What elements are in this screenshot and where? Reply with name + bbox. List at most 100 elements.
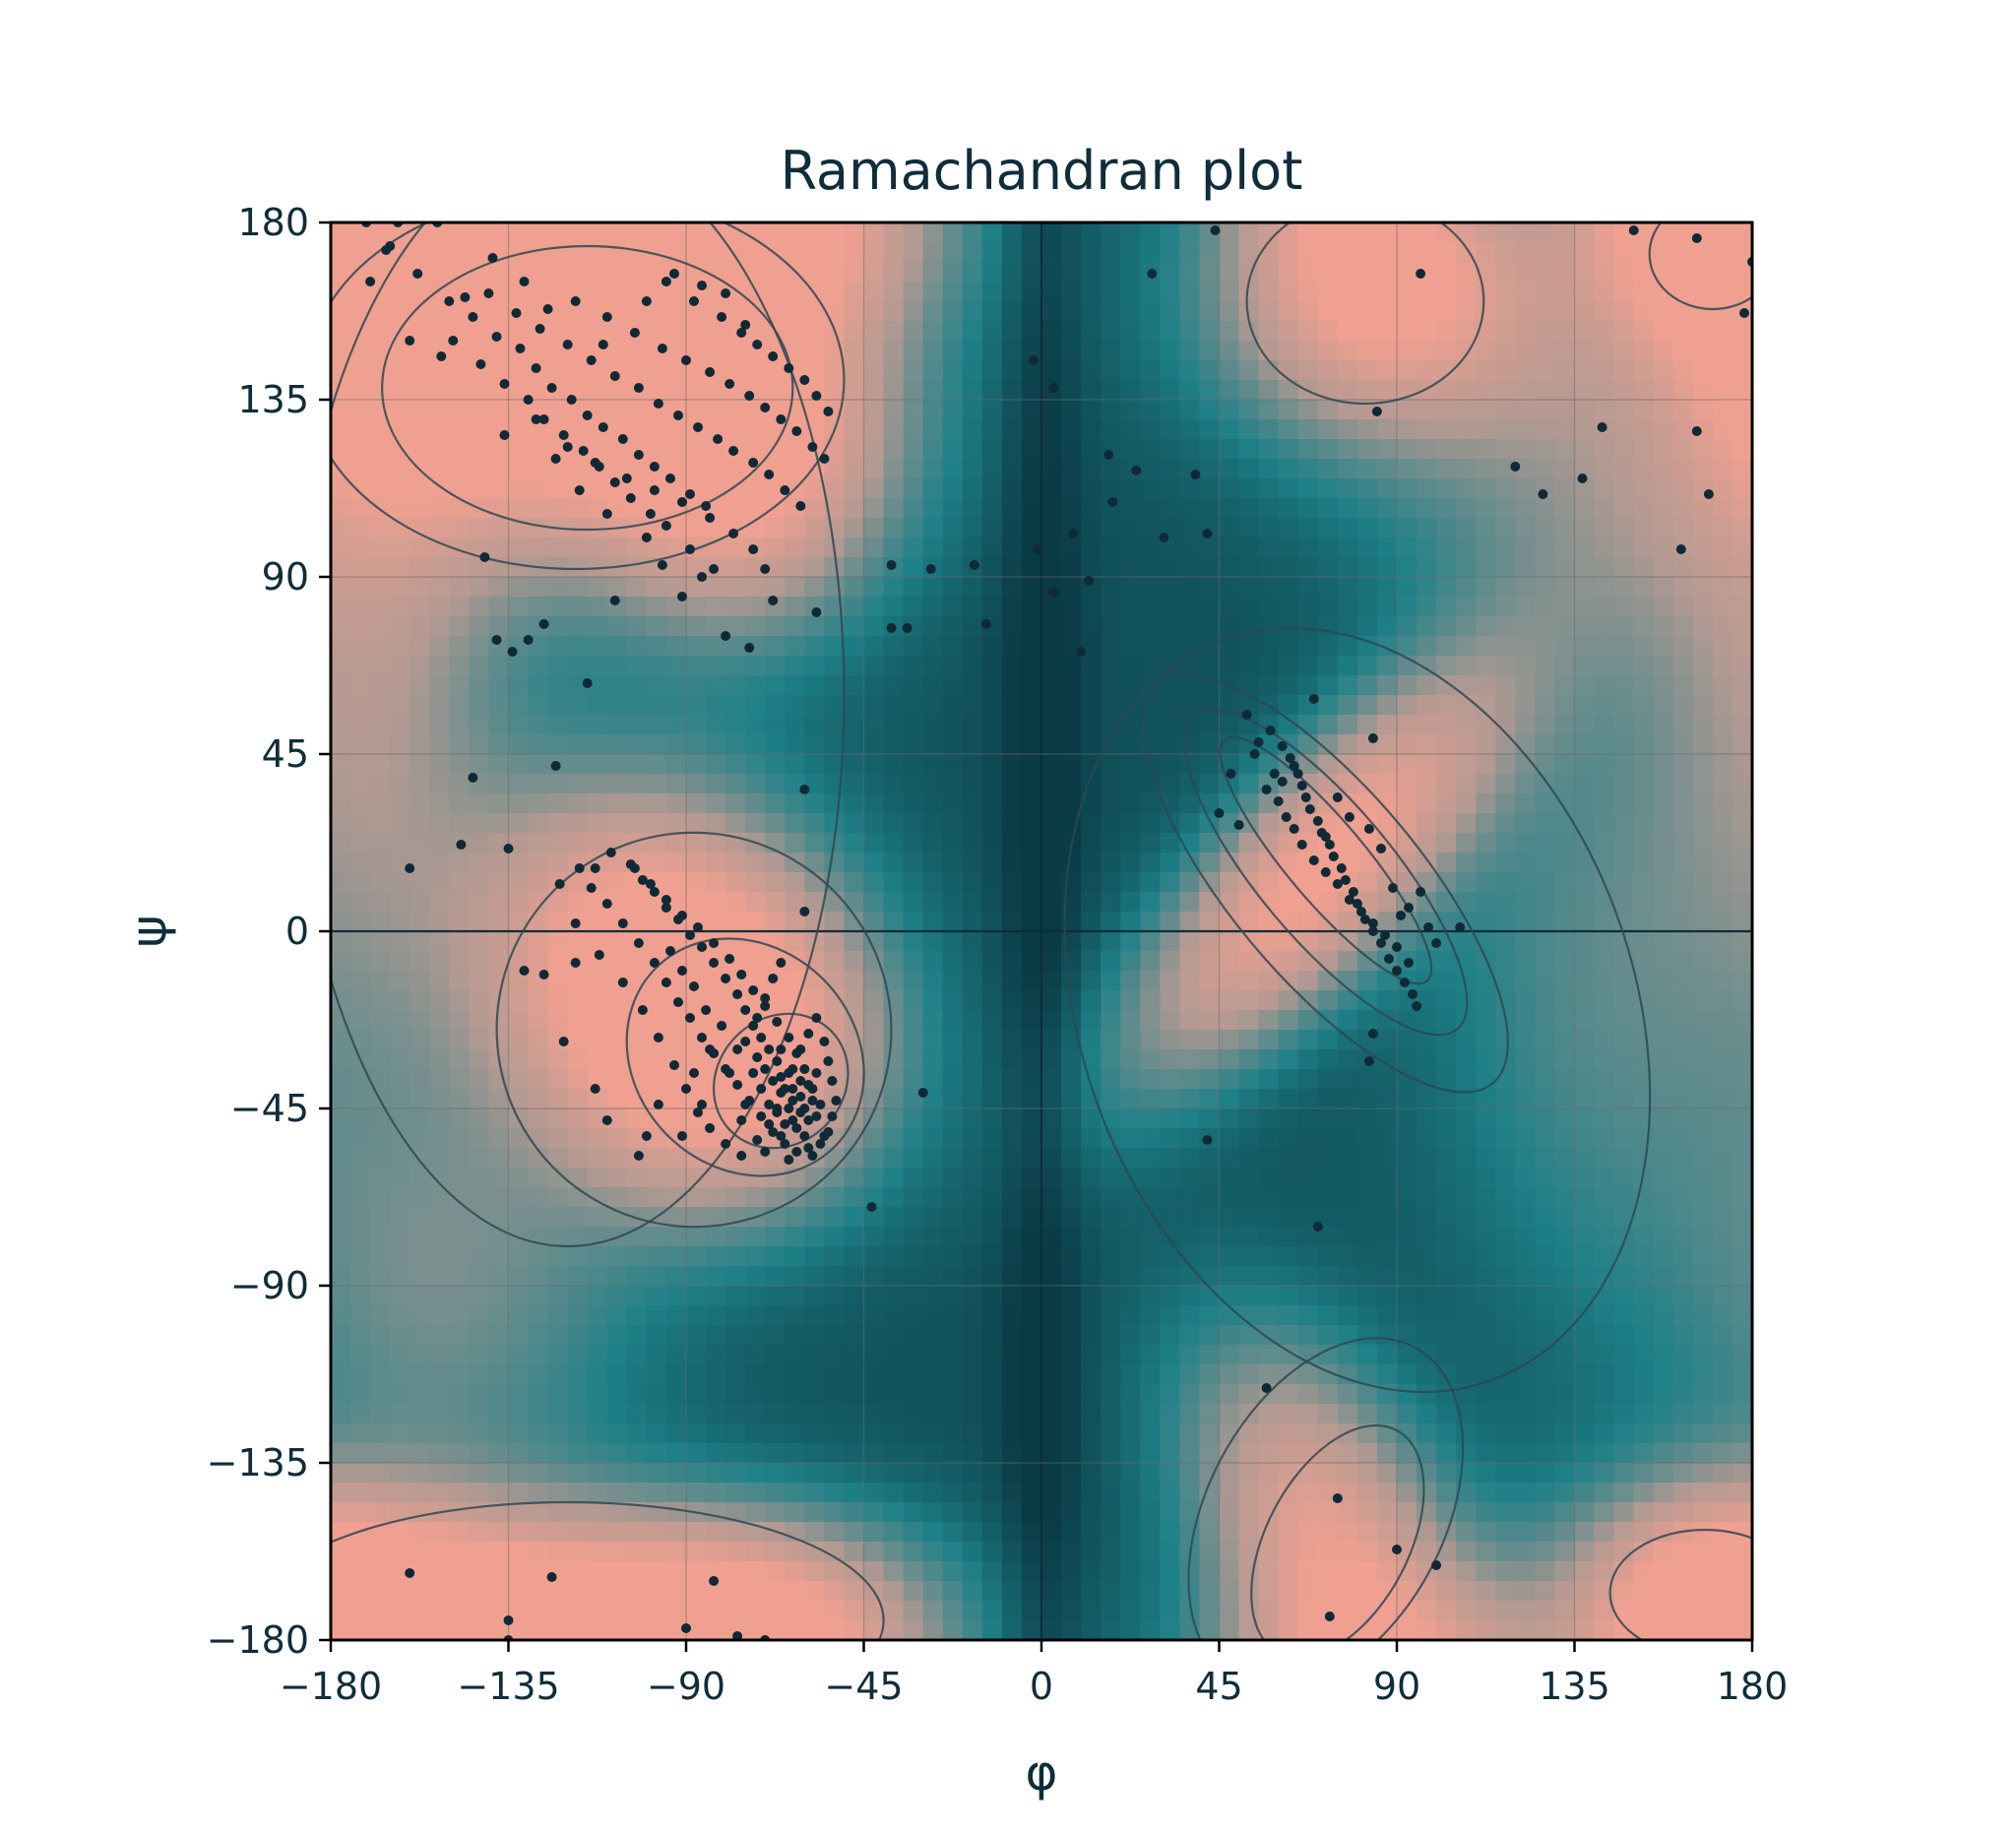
- heatmap-cell: [508, 872, 530, 893]
- heatmap-cell: [331, 656, 351, 676]
- heatmap-cell: [331, 1423, 351, 1444]
- heatmap-cell: [665, 380, 687, 401]
- heatmap-cell: [626, 1286, 648, 1306]
- heatmap-cell: [824, 675, 846, 696]
- heatmap-cell: [626, 1463, 648, 1484]
- heatmap-cell: [1554, 360, 1576, 381]
- heatmap-cell: [1001, 990, 1023, 1011]
- heatmap-cell: [1613, 242, 1635, 263]
- heatmap-cell: [488, 478, 510, 499]
- heatmap-cell: [1001, 774, 1023, 794]
- heatmap-cell: [1219, 1601, 1240, 1621]
- heatmap-cell: [390, 1089, 410, 1109]
- heatmap-cell: [765, 853, 786, 873]
- heatmap-cell: [844, 282, 865, 302]
- heatmap-cell: [528, 380, 549, 401]
- heatmap-cell: [606, 498, 628, 519]
- heatmap-cell: [883, 734, 905, 755]
- heatmap-cell: [1653, 360, 1674, 381]
- heatmap-cell: [1456, 793, 1477, 814]
- heatmap-cell: [745, 1620, 766, 1640]
- heatmap-cell: [390, 419, 410, 440]
- heatmap-cell: [1120, 1207, 1141, 1228]
- heatmap-cell: [528, 813, 549, 834]
- heatmap-cell: [1120, 1089, 1141, 1109]
- heatmap-cell: [429, 242, 450, 263]
- heatmap-cell: [1672, 1030, 1694, 1050]
- heatmap-cell: [1692, 321, 1714, 342]
- heatmap-cell: [1574, 1246, 1596, 1267]
- heatmap-cell: [429, 931, 450, 952]
- heatmap-cell: [350, 1364, 371, 1385]
- heatmap-cell: [1101, 419, 1121, 440]
- heatmap-cell: [1456, 537, 1477, 558]
- heatmap-cell: [1317, 341, 1339, 361]
- heatmap-cell: [665, 1069, 687, 1090]
- heatmap-cell: [962, 656, 983, 676]
- heatmap-cell: [922, 1148, 944, 1169]
- heatmap-cell: [665, 1010, 687, 1031]
- heatmap-cell: [429, 597, 450, 617]
- heatmap-cell: [390, 1364, 410, 1385]
- heatmap-cell: [942, 1266, 964, 1287]
- heatmap-cell: [1436, 400, 1457, 420]
- heatmap-cell: [1297, 1266, 1319, 1287]
- heatmap-cell: [1613, 1601, 1635, 1621]
- heatmap-cell: [686, 439, 707, 460]
- heatmap-cell: [903, 872, 924, 893]
- heatmap-cell: [606, 675, 628, 696]
- heatmap-cell: [1297, 1601, 1319, 1621]
- heatmap-cell: [1140, 931, 1161, 952]
- heatmap-cell: [1179, 321, 1201, 342]
- heatmap-cell: [706, 774, 726, 794]
- heatmap-cell: [765, 675, 786, 696]
- heatmap-cell: [1140, 1266, 1161, 1287]
- heatmap-cell: [1397, 872, 1418, 893]
- heatmap-cell: [1179, 1089, 1201, 1109]
- heatmap-cell: [962, 400, 983, 420]
- heatmap-cell: [942, 616, 964, 637]
- heatmap-cell: [1160, 597, 1180, 617]
- heatmap-cell: [587, 222, 608, 243]
- heatmap-cell: [626, 1266, 648, 1287]
- heatmap-cell: [686, 1384, 707, 1405]
- heatmap-cell: [1081, 1187, 1102, 1208]
- heatmap-cell: [1061, 1187, 1082, 1208]
- heatmap-cell: [1672, 222, 1694, 243]
- heatmap-cell: [469, 872, 490, 893]
- heatmap-cell: [922, 262, 944, 283]
- heatmap-cell: [508, 459, 530, 479]
- heatmap-cell: [469, 1325, 490, 1346]
- heatmap-cell: [765, 912, 786, 932]
- heatmap-cell: [488, 1502, 510, 1523]
- heatmap-cell: [567, 1128, 589, 1149]
- heatmap-cell: [1633, 557, 1655, 578]
- heatmap-cell: [350, 419, 371, 440]
- heatmap-cell: [1515, 892, 1536, 913]
- heatmap-cell: [824, 242, 846, 263]
- heatmap-cell: [1238, 380, 1260, 401]
- heatmap-cell: [1021, 695, 1042, 716]
- heatmap-cell: [1574, 636, 1596, 657]
- heatmap-cell: [646, 853, 667, 873]
- heatmap-cell: [1160, 301, 1180, 322]
- heatmap-cell: [1574, 1187, 1596, 1208]
- heatmap-cell: [785, 1286, 805, 1306]
- heatmap-cell: [1081, 597, 1102, 617]
- heatmap-cell: [1317, 1168, 1339, 1188]
- heatmap-cell: [1554, 1049, 1576, 1070]
- heatmap-cell: [508, 1443, 530, 1464]
- heatmap-cell: [903, 1108, 924, 1129]
- heatmap-cell: [1278, 577, 1299, 598]
- heatmap-cell: [962, 321, 983, 342]
- heatmap-cell: [1672, 853, 1694, 873]
- heatmap-cell: [1436, 1286, 1457, 1306]
- heatmap-cell: [1041, 1286, 1062, 1306]
- heatmap-cell: [646, 971, 667, 991]
- heatmap-cell: [370, 872, 391, 893]
- heatmap-cell: [429, 1089, 450, 1109]
- heatmap-cell: [429, 636, 450, 657]
- heatmap-cell: [981, 1463, 1003, 1484]
- heatmap-cell: [1081, 1522, 1102, 1543]
- heatmap-cell: [410, 557, 430, 578]
